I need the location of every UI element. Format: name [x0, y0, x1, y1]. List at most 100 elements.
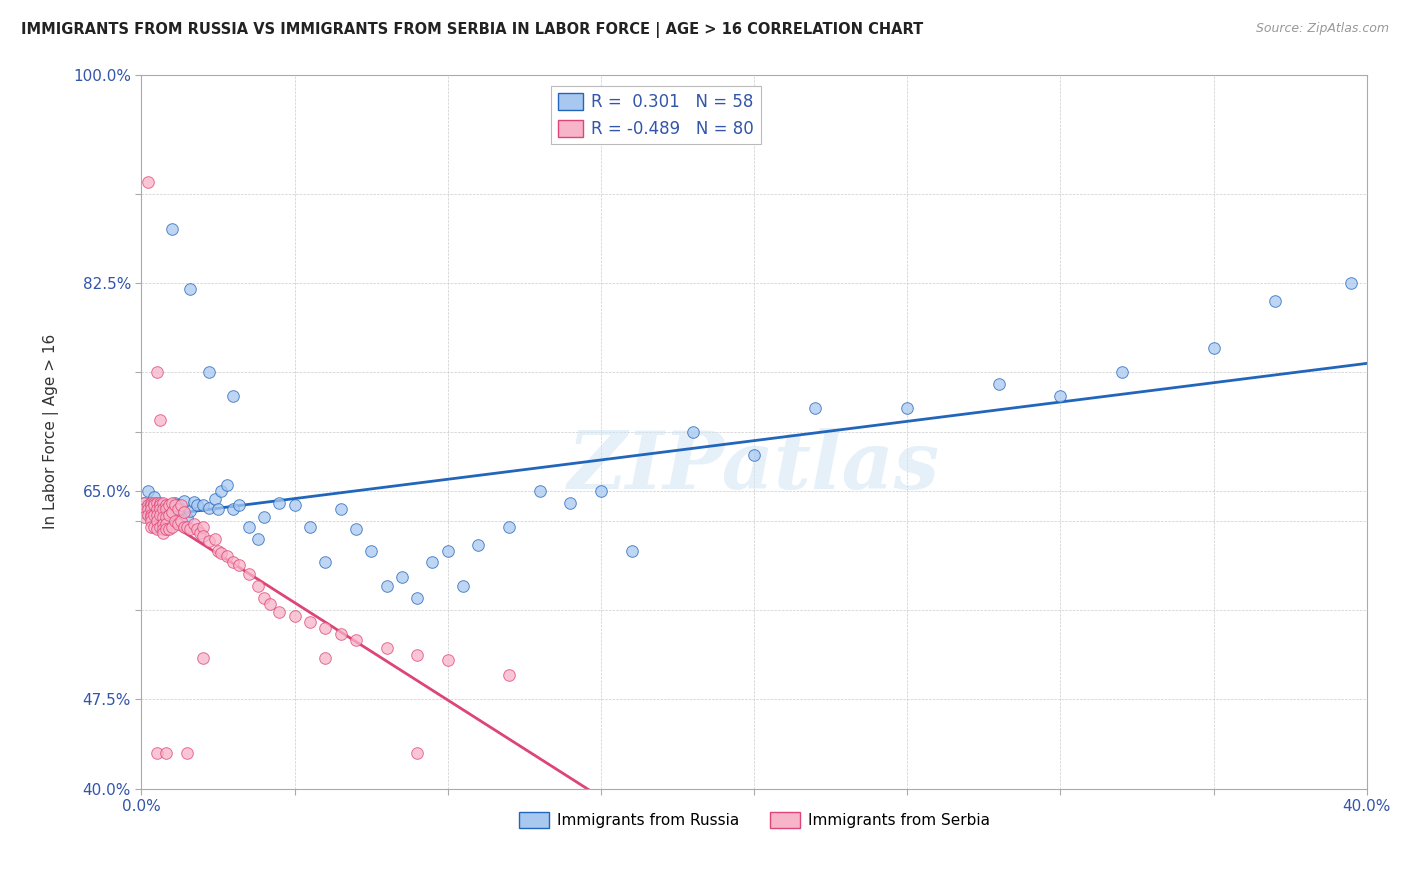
Point [149, 498, 172, 512]
Point [145, 365, 167, 379]
Point [228, 498, 250, 512]
Point [191, 498, 214, 512]
Point [157, 508, 180, 522]
Point [167, 498, 190, 512]
Point [134, 501, 156, 516]
Point [209, 546, 232, 560]
Point [314, 650, 336, 665]
Point [145, 508, 167, 522]
Point [183, 517, 205, 532]
Point [436, 543, 458, 558]
Point [155, 522, 177, 536]
Point [139, 508, 162, 522]
Point [344, 522, 367, 536]
Point [284, 609, 307, 624]
Point [360, 543, 382, 558]
Point [238, 519, 260, 533]
Point [152, 522, 174, 536]
Point [139, 519, 162, 533]
Point [436, 653, 458, 667]
Point [238, 567, 260, 582]
Point [136, 483, 159, 498]
Point [160, 505, 183, 519]
Legend: Immigrants from Russia, Immigrants from Serbia: Immigrants from Russia, Immigrants from … [512, 806, 995, 834]
Point [246, 579, 269, 593]
Point [160, 496, 183, 510]
Point [742, 448, 765, 462]
Text: IMMIGRANTS FROM RUSSIA VS IMMIGRANTS FROM SERBIA IN LABOR FORCE | AGE > 16 CORRE: IMMIGRANTS FROM RUSSIA VS IMMIGRANTS FRO… [21, 22, 924, 38]
Point [198, 500, 221, 515]
Point [269, 606, 291, 620]
Point [173, 493, 195, 508]
Point [228, 558, 250, 572]
Point [149, 508, 172, 522]
Point [167, 501, 190, 516]
Point [167, 517, 190, 532]
Point [139, 501, 162, 516]
Point [620, 543, 643, 558]
Point [406, 648, 429, 663]
Point [498, 668, 520, 682]
Point [259, 597, 281, 611]
Point [246, 532, 269, 546]
Point [152, 525, 174, 540]
Point [155, 501, 177, 516]
Point [406, 746, 429, 760]
Point [209, 483, 232, 498]
Point [149, 496, 172, 510]
Point [682, 425, 704, 439]
Point [589, 483, 612, 498]
Point [188, 525, 211, 540]
Point [253, 591, 276, 606]
Point [160, 222, 183, 236]
Point [149, 501, 172, 516]
Y-axis label: In Labor Force | Age > 16: In Labor Force | Age > 16 [44, 334, 59, 529]
Point [253, 510, 276, 524]
Point [529, 483, 551, 498]
Point [406, 591, 429, 606]
Point [157, 522, 180, 536]
Point [217, 478, 239, 492]
Point [149, 519, 172, 533]
Point [142, 519, 165, 533]
Point [179, 522, 201, 536]
Point [314, 621, 336, 635]
Point [179, 282, 201, 296]
Point [329, 627, 352, 641]
Point [1049, 389, 1071, 403]
Point [1202, 341, 1225, 355]
Point [173, 505, 195, 519]
Point [222, 556, 245, 570]
Point [269, 496, 291, 510]
Point [155, 510, 177, 524]
Point [179, 504, 201, 518]
Point [145, 519, 167, 533]
Text: ZIPatlas: ZIPatlas [568, 428, 941, 506]
Point [170, 498, 193, 512]
Point [160, 519, 183, 533]
Point [165, 514, 187, 528]
Point [191, 519, 214, 533]
Point [467, 538, 489, 552]
Point [284, 498, 307, 512]
Point [145, 522, 167, 536]
Point [1340, 276, 1362, 290]
Point [139, 514, 162, 528]
Point [136, 501, 159, 516]
Point [155, 746, 177, 760]
Point [155, 522, 177, 536]
Point [207, 501, 229, 516]
Point [149, 412, 172, 426]
Point [145, 501, 167, 516]
Point [804, 401, 827, 415]
Point [1111, 365, 1133, 379]
Point [142, 498, 165, 512]
Point [191, 650, 214, 665]
Point [173, 519, 195, 533]
Point [155, 498, 177, 512]
Point [145, 514, 167, 528]
Point [422, 556, 444, 570]
Point [375, 579, 398, 593]
Point [176, 519, 198, 533]
Point [134, 510, 156, 524]
